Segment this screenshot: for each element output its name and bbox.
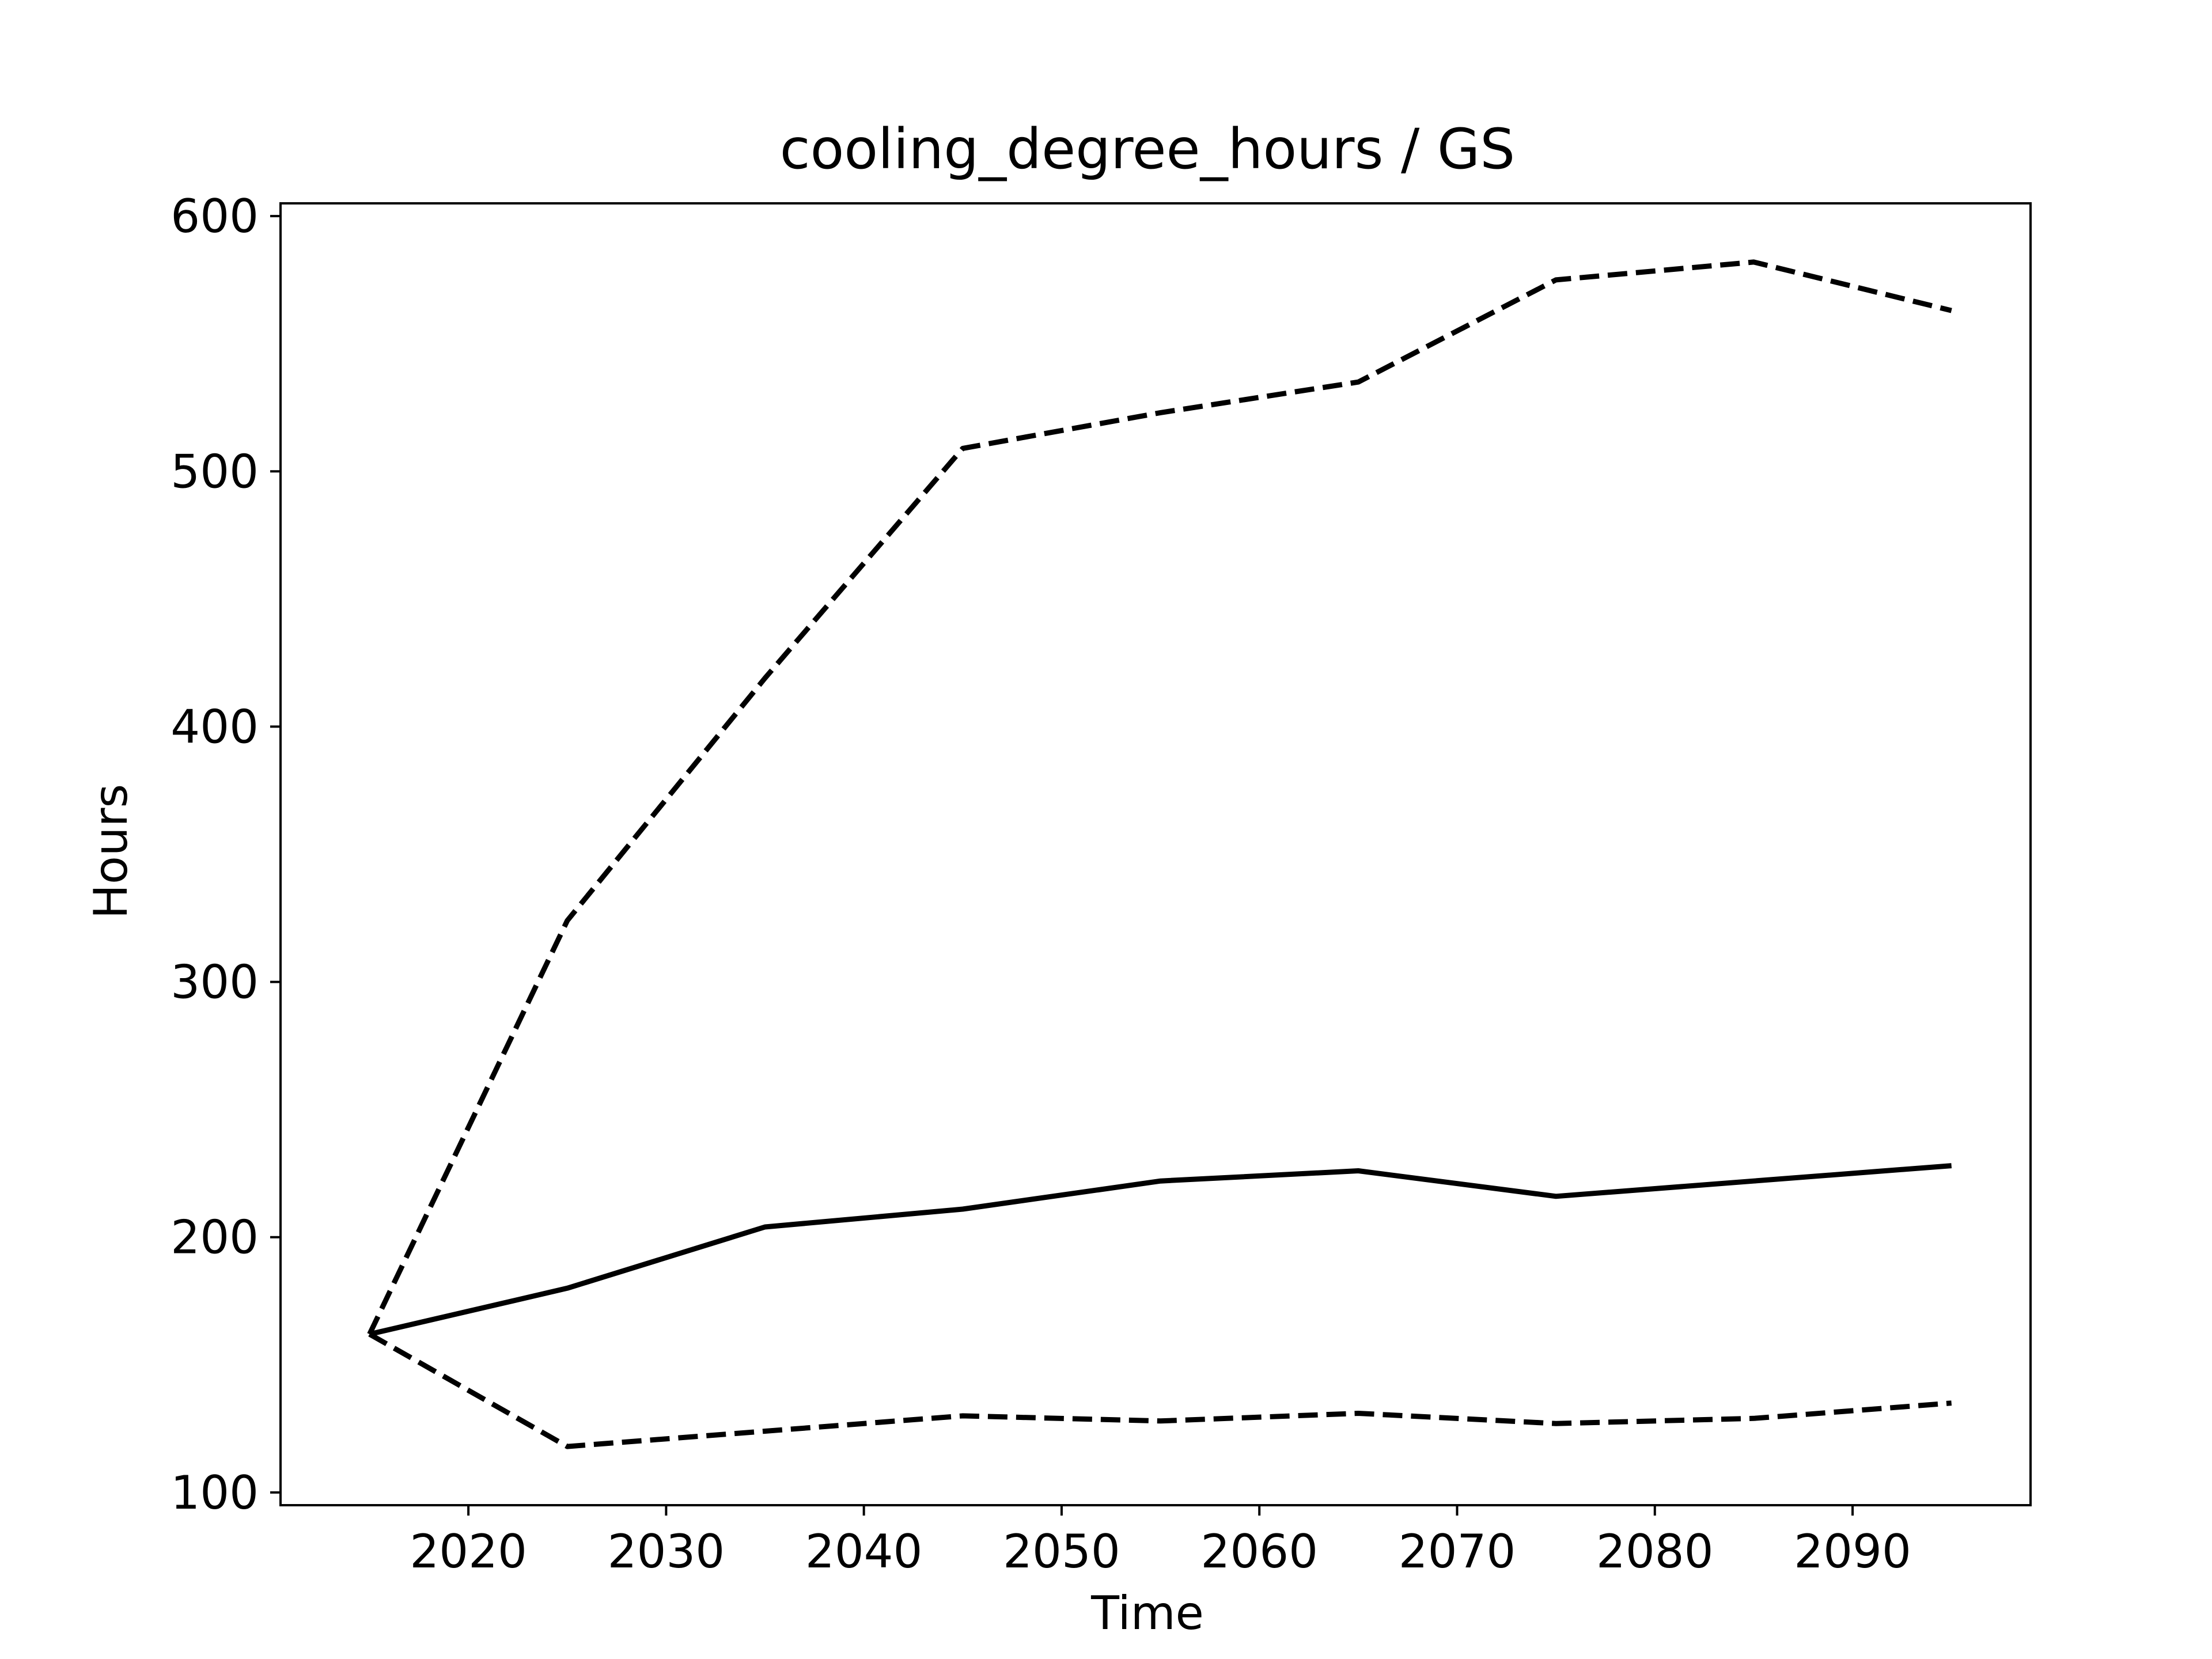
x-tick-label: 2090: [1794, 1525, 1911, 1578]
y-tick-label: 300: [171, 956, 259, 1009]
y-tick-label: 600: [171, 190, 259, 243]
series-group: [367, 259, 1952, 1449]
x-tick-label: 2030: [608, 1525, 725, 1578]
plot-area: [279, 202, 2032, 1506]
series-line-3: [368, 1332, 1952, 1449]
series-line-2: [367, 259, 1952, 1336]
x-tick-label: 2020: [410, 1525, 527, 1578]
x-axis-label: Time: [1090, 1586, 1204, 1640]
x-tick-label: 2080: [1596, 1525, 1714, 1578]
x-tick-label: 2070: [1399, 1525, 1516, 1578]
x-tick-label: 2060: [1200, 1525, 1318, 1578]
series-line-1: [369, 1163, 1952, 1337]
plot-frame: [279, 202, 2032, 1506]
y-tick-label: 200: [171, 1211, 259, 1264]
x-tick-label: 2040: [805, 1525, 923, 1578]
x-tick-label: 2050: [1003, 1525, 1120, 1578]
chart-title: cooling_degree_hours / GS: [780, 117, 1515, 181]
y-tick-label: 500: [171, 445, 259, 498]
y-axis-label: Hours: [84, 784, 138, 919]
y-tick-label: 100: [171, 1466, 259, 1520]
y-axis: 100 200 300 400 500 600: [171, 190, 281, 1520]
x-axis: 2020 2030 2040 2050 2060 2070 2080 2090: [410, 1505, 1911, 1578]
y-tick-label: 400: [171, 700, 259, 753]
